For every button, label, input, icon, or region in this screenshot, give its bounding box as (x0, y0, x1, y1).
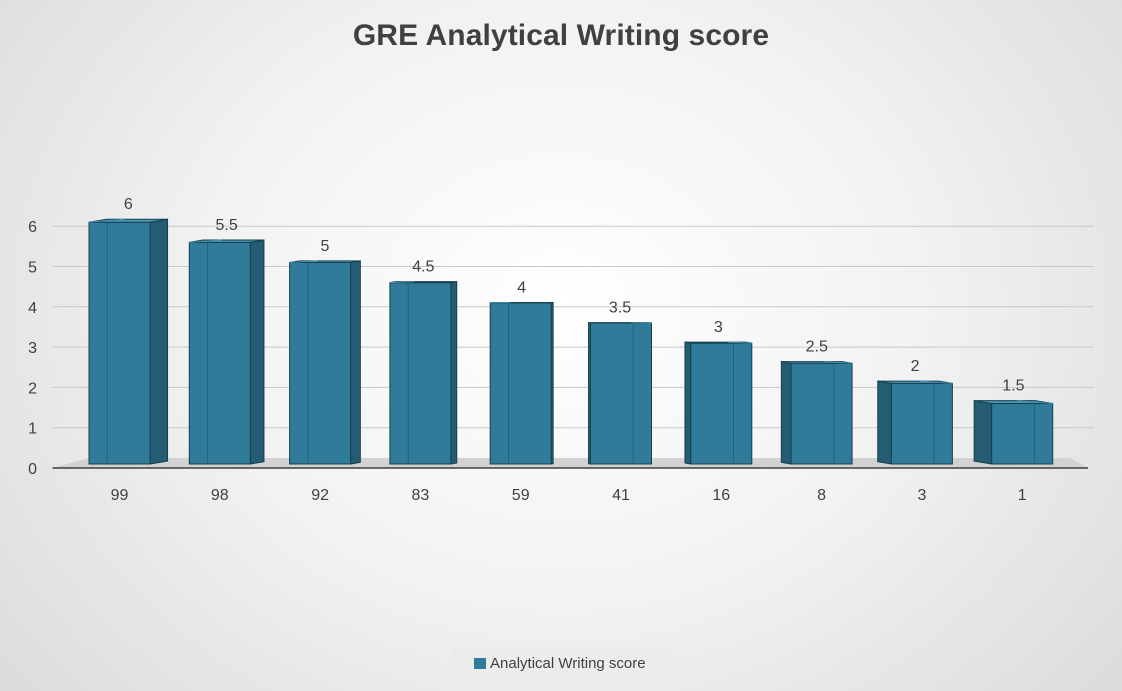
svg-text:3: 3 (28, 340, 37, 357)
svg-text:83: 83 (412, 487, 430, 504)
svg-text:3.5: 3.5 (609, 300, 631, 317)
svg-text:1.5: 1.5 (1002, 378, 1024, 395)
svg-text:99: 99 (111, 487, 129, 504)
svg-text:1: 1 (28, 421, 37, 438)
svg-text:98: 98 (211, 487, 229, 504)
svg-text:3: 3 (917, 487, 926, 504)
svg-text:92: 92 (311, 487, 329, 504)
svg-text:3: 3 (714, 319, 723, 336)
svg-text:4: 4 (517, 279, 526, 296)
svg-text:41: 41 (612, 487, 630, 504)
svg-text:5: 5 (28, 260, 37, 277)
svg-text:2.5: 2.5 (806, 339, 828, 356)
svg-text:16: 16 (712, 487, 730, 504)
svg-text:1: 1 (1018, 487, 1027, 504)
svg-text:8: 8 (817, 487, 826, 504)
svg-text:2: 2 (911, 358, 920, 375)
svg-text:4.5: 4.5 (412, 259, 434, 276)
svg-text:59: 59 (512, 487, 530, 504)
svg-text:5: 5 (321, 238, 330, 255)
svg-text:4: 4 (28, 300, 37, 317)
svg-text:0: 0 (28, 461, 37, 478)
svg-text:6: 6 (124, 196, 133, 213)
svg-text:5.5: 5.5 (216, 217, 238, 234)
svg-text:6: 6 (28, 219, 37, 236)
svg-text:2: 2 (28, 380, 37, 397)
